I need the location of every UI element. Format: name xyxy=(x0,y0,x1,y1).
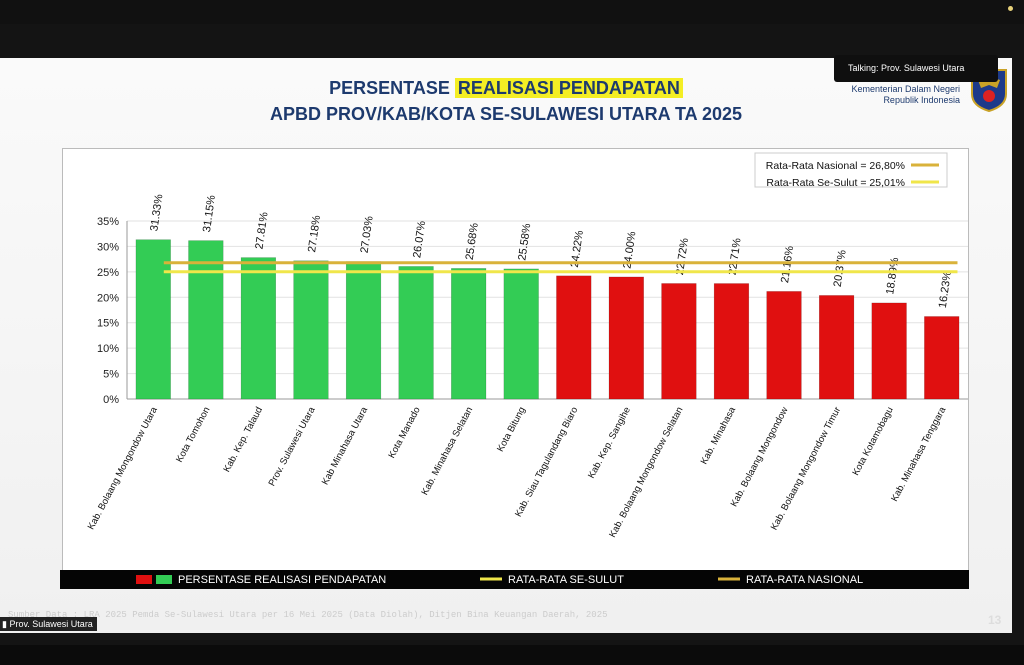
chart-legend: PERSENTASE REALISASI PENDAPATAN RATA-RAT… xyxy=(60,570,969,589)
category-label: Prov. Sulawesi Utara xyxy=(267,405,318,488)
bar xyxy=(556,275,592,400)
y-tick-label: 5% xyxy=(103,369,119,381)
speaker-name: Prov. Sulawesi Utara xyxy=(9,619,93,629)
page-number: 13 xyxy=(988,613,1002,627)
meeting-top-bar xyxy=(0,0,1024,24)
speaker-name-tag: ▮ Prov. Sulawesi Utara xyxy=(0,617,97,631)
chart-bars: 31.33% Kab. Bolaang Mongondow Utara 31.15%… xyxy=(86,193,960,540)
bar xyxy=(451,268,487,400)
title-highlight: REALISASI PENDAPATAN xyxy=(454,78,683,98)
y-tick-label: 10% xyxy=(97,343,119,355)
bar-value-label: 26.07% xyxy=(411,220,428,259)
bar-value-label: 20.37% xyxy=(832,249,849,288)
bar-value-label: 16.23% xyxy=(937,270,954,309)
slide-title: PERSENTASE REALISASI PENDAPATAN xyxy=(0,78,1012,99)
slide-subtitle: APBD PROV/KAB/KOTA SE-SULAWESI UTARA TA … xyxy=(269,104,743,124)
y-tick-label: 15% xyxy=(97,318,119,330)
bar xyxy=(135,239,171,400)
bar xyxy=(608,276,644,400)
category-label: Kota Bitung xyxy=(495,405,528,454)
bar xyxy=(345,261,382,400)
bar-value-label: 24.22% xyxy=(569,229,586,268)
legend-green-swatch xyxy=(156,575,172,584)
ministry-line2: Republik Indonesia xyxy=(883,95,960,105)
category-label: Kab. Siau Tagulandang Biaro xyxy=(513,405,580,519)
talking-indicator: Talking: Prov. Sulawesi Utara xyxy=(834,55,998,82)
title-prefix: PERSENTASE xyxy=(329,78,455,98)
legend-nasional-label: RATA-RATA NASIONAL xyxy=(746,574,863,586)
bar-value-label: 21.16% xyxy=(779,245,796,284)
reference-legend-label: Rata-Rata Nasional = 26,80% xyxy=(766,160,905,172)
bar-value-label: 27.03% xyxy=(359,215,376,254)
bar-value-label: 22.71% xyxy=(727,237,744,276)
window-indicator-icon xyxy=(1008,6,1013,11)
bar xyxy=(398,266,434,400)
legend-graphic: PERSENTASE REALISASI PENDAPATAN RATA-RAT… xyxy=(136,574,863,586)
category-label: Kab Minahasa Utara xyxy=(320,405,371,487)
ministry-name: Kementerian Dalam Negeri Republik Indone… xyxy=(834,84,960,106)
bar xyxy=(503,268,539,400)
category-label: Kab. Bolaang Mongondow Utara xyxy=(86,405,161,532)
bar xyxy=(713,283,750,400)
y-tick-label: 35% xyxy=(97,216,119,228)
category-label: Kab. Minahasa Tenggara xyxy=(889,405,949,504)
bar xyxy=(818,295,855,400)
bar-value-label: 24.00% xyxy=(621,231,638,270)
bar-value-label: 18.89% xyxy=(884,257,901,296)
reference-legend: Rata-Rata Nasional = 26,80% Rata-Rata Se-… xyxy=(754,152,948,189)
bar xyxy=(766,291,802,400)
category-label: Kab. Minahasa Selatan xyxy=(419,405,475,497)
category-label: Kota Manado xyxy=(386,405,422,460)
reference-legend-label: Rata-Rata Se-Sulut = 25,01% xyxy=(766,177,905,189)
category-label: Kab. Minahasa xyxy=(699,405,739,467)
category-label: Kab. Kep. Sangihe xyxy=(586,405,633,480)
bar xyxy=(240,257,277,400)
category-label: Kota Kotamobagu xyxy=(850,405,895,477)
y-tick-label: 0% xyxy=(103,394,119,406)
bar-value-label: 27.81% xyxy=(253,211,270,250)
ministry-line1: Kementerian Dalam Negeri xyxy=(851,84,960,94)
bar-value-label: 31.15% xyxy=(201,194,218,233)
bar xyxy=(293,260,329,400)
reference-lines xyxy=(163,261,958,274)
bar xyxy=(188,240,224,400)
bar-value-label: 27.18% xyxy=(306,214,323,253)
bar-value-label: 25.58% xyxy=(516,222,533,261)
legend-bars-label: PERSENTASE REALISASI PENDAPATAN xyxy=(178,574,386,586)
bar xyxy=(871,302,907,400)
bar-value-label: 31.33% xyxy=(148,193,165,232)
y-tick-label: 20% xyxy=(97,292,119,304)
chart-area: 0% 5% 10% 15% 20% 25% 30% 35% 31.33% Kab. Bolaan… xyxy=(62,148,969,588)
legend-sulut-label: RATA-RATA SE-SULUT xyxy=(508,574,624,586)
category-label: Kab. Bolaang Mongondow xyxy=(729,405,791,509)
bar xyxy=(924,316,960,400)
legend-red-swatch xyxy=(136,575,152,584)
bar xyxy=(661,283,697,400)
y-tick-label: 25% xyxy=(97,267,119,279)
category-label: Kota Tomohon xyxy=(174,405,212,464)
data-source-note: Sumber Data : LRA 2025 Pemda Se-Sulawesi… xyxy=(8,610,608,620)
y-tick-label: 30% xyxy=(97,241,119,253)
bar-value-label: 25.68% xyxy=(464,222,481,261)
bar-chart: 0% 5% 10% 15% 20% 25% 30% 35% 31.33% Kab. Bolaan… xyxy=(86,152,968,540)
category-label: Kab. Kep. Talaud xyxy=(221,405,265,474)
bar-value-label: 22.72% xyxy=(674,237,691,276)
